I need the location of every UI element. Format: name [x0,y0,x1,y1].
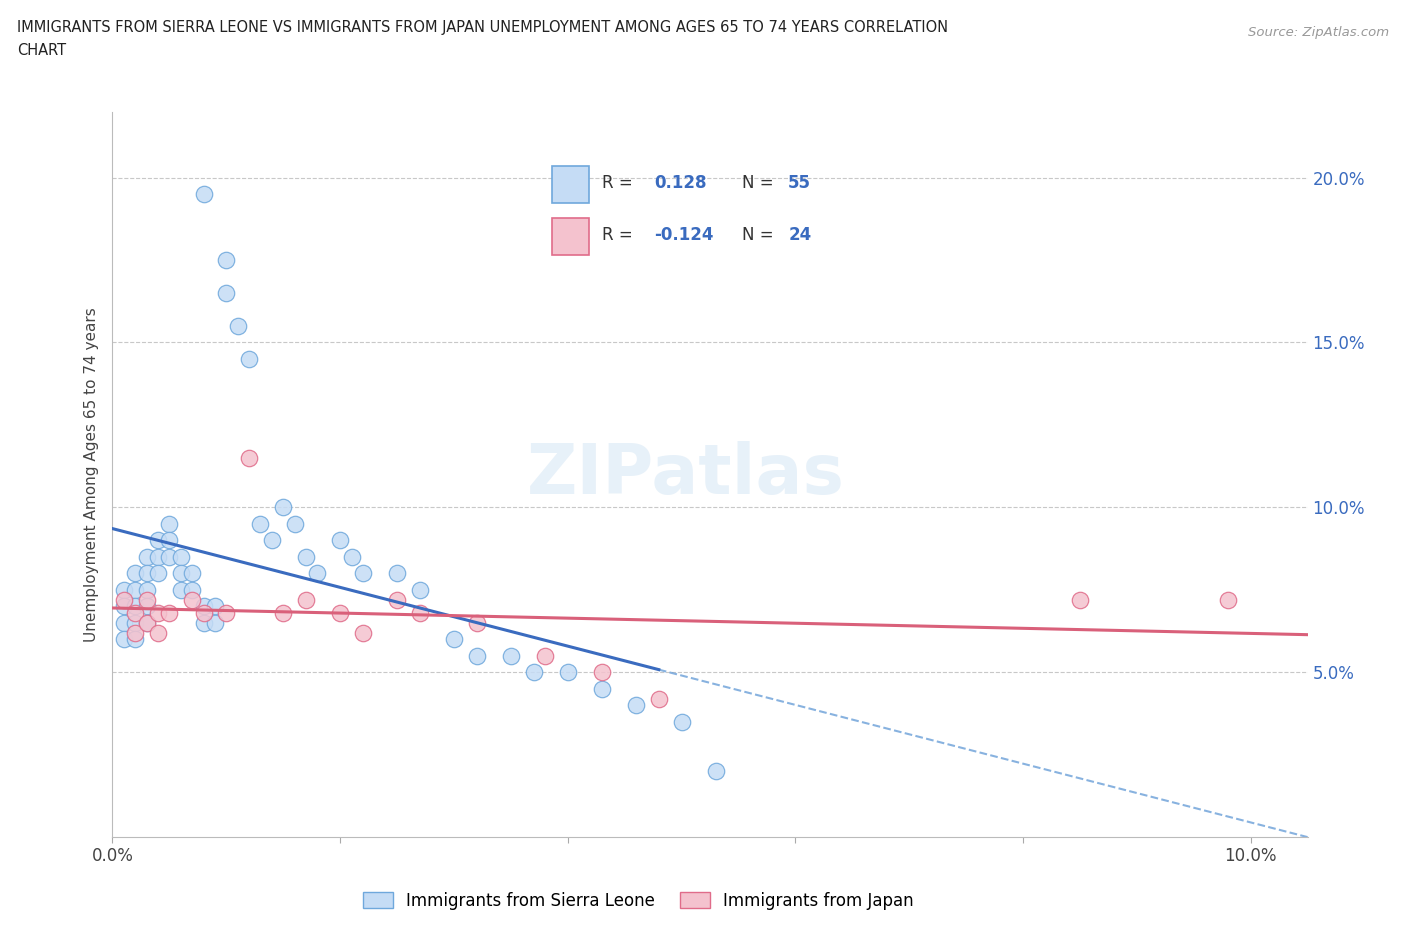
Point [112,616,135,631]
Point [704,764,727,778]
Point [181,582,204,597]
Point [124,631,146,646]
Point [157,605,180,620]
Point [284,516,307,531]
Point [443,631,465,646]
Point [523,665,546,680]
Point [238,352,260,366]
Legend: Immigrants from Sierra Leone, Immigrants from Japan: Immigrants from Sierra Leone, Immigrants… [356,885,921,917]
Point [385,592,408,607]
Point [215,605,238,620]
Point [238,450,260,465]
Point [193,187,215,202]
Point [124,616,146,631]
Point [146,625,169,640]
Point [170,582,193,597]
Point [112,582,135,597]
Point [340,550,363,565]
Point [624,698,647,712]
Point [295,550,318,565]
Point [135,616,157,631]
Point [215,286,238,300]
Point [1216,592,1239,607]
Point [499,648,522,663]
Point [648,691,671,706]
Point [124,605,146,620]
Point [181,565,204,580]
Point [181,592,204,607]
Point [193,616,215,631]
Point [409,605,432,620]
Point [591,681,613,696]
Point [124,625,146,640]
Point [204,599,226,614]
Point [146,605,169,620]
Text: ZIPatlas: ZIPatlas [527,441,845,508]
Text: Source: ZipAtlas.com: Source: ZipAtlas.com [1249,26,1389,39]
Point [226,318,249,333]
Point [124,582,146,597]
Point [112,631,135,646]
Point [557,665,579,680]
Point [352,565,374,580]
Point [193,599,215,614]
Point [385,565,408,580]
Point [271,605,294,620]
Point [409,582,432,597]
Point [146,550,169,565]
Point [146,565,169,580]
Point [215,253,238,268]
Point [1069,592,1091,607]
Point [671,714,693,729]
Point [112,599,135,614]
Point [591,665,613,680]
Text: CHART: CHART [17,43,66,58]
Point [135,592,157,607]
Point [352,625,374,640]
Point [170,565,193,580]
Point [307,565,329,580]
Point [534,648,557,663]
Point [465,616,488,631]
Point [295,592,318,607]
Point [135,565,157,580]
Point [124,565,146,580]
Point [260,533,283,548]
Point [271,499,294,514]
Point [465,648,488,663]
Point [135,582,157,597]
Point [135,599,157,614]
Point [170,550,193,565]
Y-axis label: Unemployment Among Ages 65 to 74 years: Unemployment Among Ages 65 to 74 years [84,307,100,642]
Point [157,516,180,531]
Point [249,516,271,531]
Point [157,550,180,565]
Point [135,616,157,631]
Point [193,605,215,620]
Point [329,605,352,620]
Point [204,616,226,631]
Point [146,533,169,548]
Text: IMMIGRANTS FROM SIERRA LEONE VS IMMIGRANTS FROM JAPAN UNEMPLOYMENT AMONG AGES 65: IMMIGRANTS FROM SIERRA LEONE VS IMMIGRAN… [17,20,948,35]
Point [112,592,135,607]
Point [157,533,180,548]
Point [135,550,157,565]
Point [124,599,146,614]
Point [329,533,352,548]
